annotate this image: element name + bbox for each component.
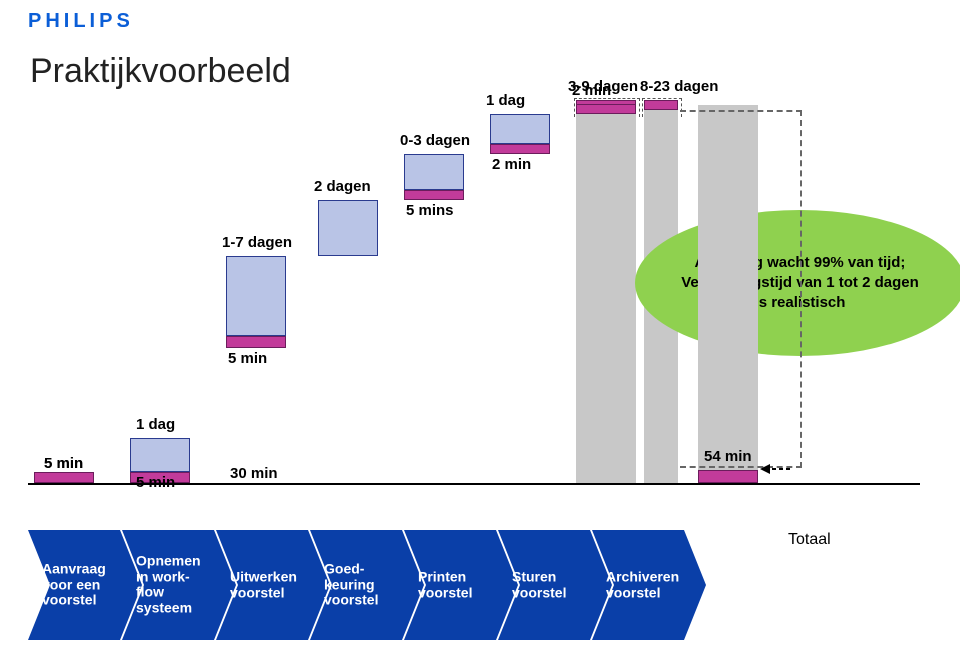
upper-top-0: 1-7 dagen: [222, 234, 292, 251]
totaal-label: Totaal: [788, 531, 831, 549]
process-arrow-label-4: Printenvoorstel: [418, 569, 494, 600]
stage-work-0: [34, 472, 94, 483]
upper-work-0: [226, 336, 286, 348]
upper-bot-3: 2 min: [492, 156, 531, 173]
lower-5min-1: 5 min: [136, 474, 175, 491]
lower-1dag: 1 dag: [136, 416, 175, 433]
upper-work-4: [576, 104, 636, 114]
grey-cap-1: [644, 100, 678, 110]
upper-work-3: [490, 144, 550, 154]
lower-30min: 30 min: [230, 465, 278, 482]
process-arrow-label-2: Uitwerkenvoorstel: [230, 569, 306, 600]
upper-wait-3: [490, 114, 550, 144]
upper-top-3: 1 dag: [486, 92, 525, 109]
dash-connector: [680, 110, 802, 468]
result-arrow: [760, 462, 790, 476]
upper-bot-0: 5 min: [228, 350, 267, 367]
process-arrow-label-3: Goed-keuringvoorstel: [324, 561, 400, 608]
upper-wait-1: [318, 200, 378, 256]
process-arrow-label-5: Sturenvoorstel: [512, 569, 588, 600]
page-title: Praktijkvoorbeeld: [30, 52, 291, 91]
lower-5min-0: 5 min: [44, 455, 83, 472]
upper-bot-2: 5 mins: [406, 202, 454, 219]
upper-wait-0: [226, 256, 286, 336]
result-bar: [698, 470, 758, 483]
stage-wait-1: [130, 438, 190, 472]
top-label-823: 8-23 dagen: [640, 78, 718, 95]
process-arrow-label-1: Opnemenin work-flowsysteem: [136, 554, 212, 617]
upper-top-1: 2 dagen: [314, 178, 371, 195]
process-arrow-6: Archiverenvoorstel: [592, 530, 706, 640]
brand-text: PHILIPS: [28, 10, 134, 32]
upper-top-2: 0-3 dagen: [400, 132, 470, 149]
upper-wait-2: [404, 154, 464, 190]
brand-logo: PHILIPS: [28, 10, 134, 33]
process-arrow-label-6: Archiverenvoorstel: [606, 569, 682, 600]
upper-work-2: [404, 190, 464, 200]
upper-top-4: 2 min: [572, 82, 611, 99]
process-arrow-label-0: Aanvraagvoor eenvoorstel: [42, 561, 118, 608]
